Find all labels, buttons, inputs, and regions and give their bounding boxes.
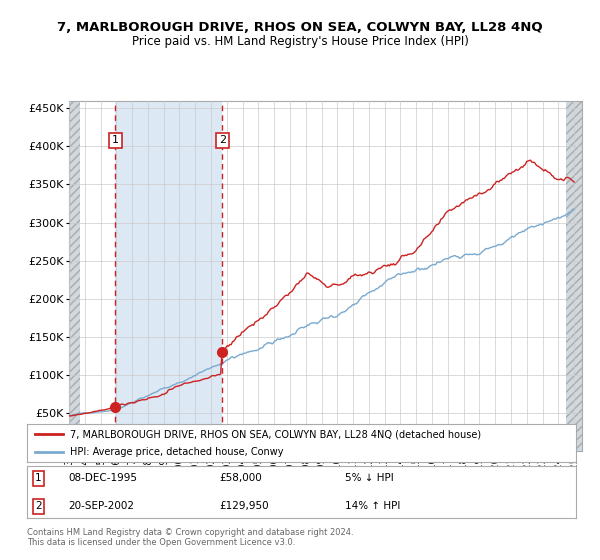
Text: £129,950: £129,950 <box>219 501 269 511</box>
Text: 2: 2 <box>35 501 42 511</box>
Bar <box>115 101 223 451</box>
Text: 14% ↑ HPI: 14% ↑ HPI <box>346 501 401 511</box>
Text: 5% ↓ HPI: 5% ↓ HPI <box>346 473 394 483</box>
Text: 1: 1 <box>112 136 119 146</box>
Text: 08-DEC-1995: 08-DEC-1995 <box>68 473 137 483</box>
Text: £58,000: £58,000 <box>219 473 262 483</box>
Text: Price paid vs. HM Land Registry's House Price Index (HPI): Price paid vs. HM Land Registry's House … <box>131 35 469 48</box>
Text: 7, MARLBOROUGH DRIVE, RHOS ON SEA, COLWYN BAY, LL28 4NQ (detached house): 7, MARLBOROUGH DRIVE, RHOS ON SEA, COLWY… <box>70 429 481 439</box>
Text: 1: 1 <box>35 473 42 483</box>
Text: 20-SEP-2002: 20-SEP-2002 <box>68 501 134 511</box>
Text: Contains HM Land Registry data © Crown copyright and database right 2024.
This d: Contains HM Land Registry data © Crown c… <box>27 528 353 547</box>
Text: HPI: Average price, detached house, Conwy: HPI: Average price, detached house, Conw… <box>70 447 283 457</box>
Bar <box>566 101 582 451</box>
Text: 7, MARLBOROUGH DRIVE, RHOS ON SEA, COLWYN BAY, LL28 4NQ: 7, MARLBOROUGH DRIVE, RHOS ON SEA, COLWY… <box>57 21 543 34</box>
Text: 2: 2 <box>219 136 226 146</box>
Bar <box>69 101 80 451</box>
